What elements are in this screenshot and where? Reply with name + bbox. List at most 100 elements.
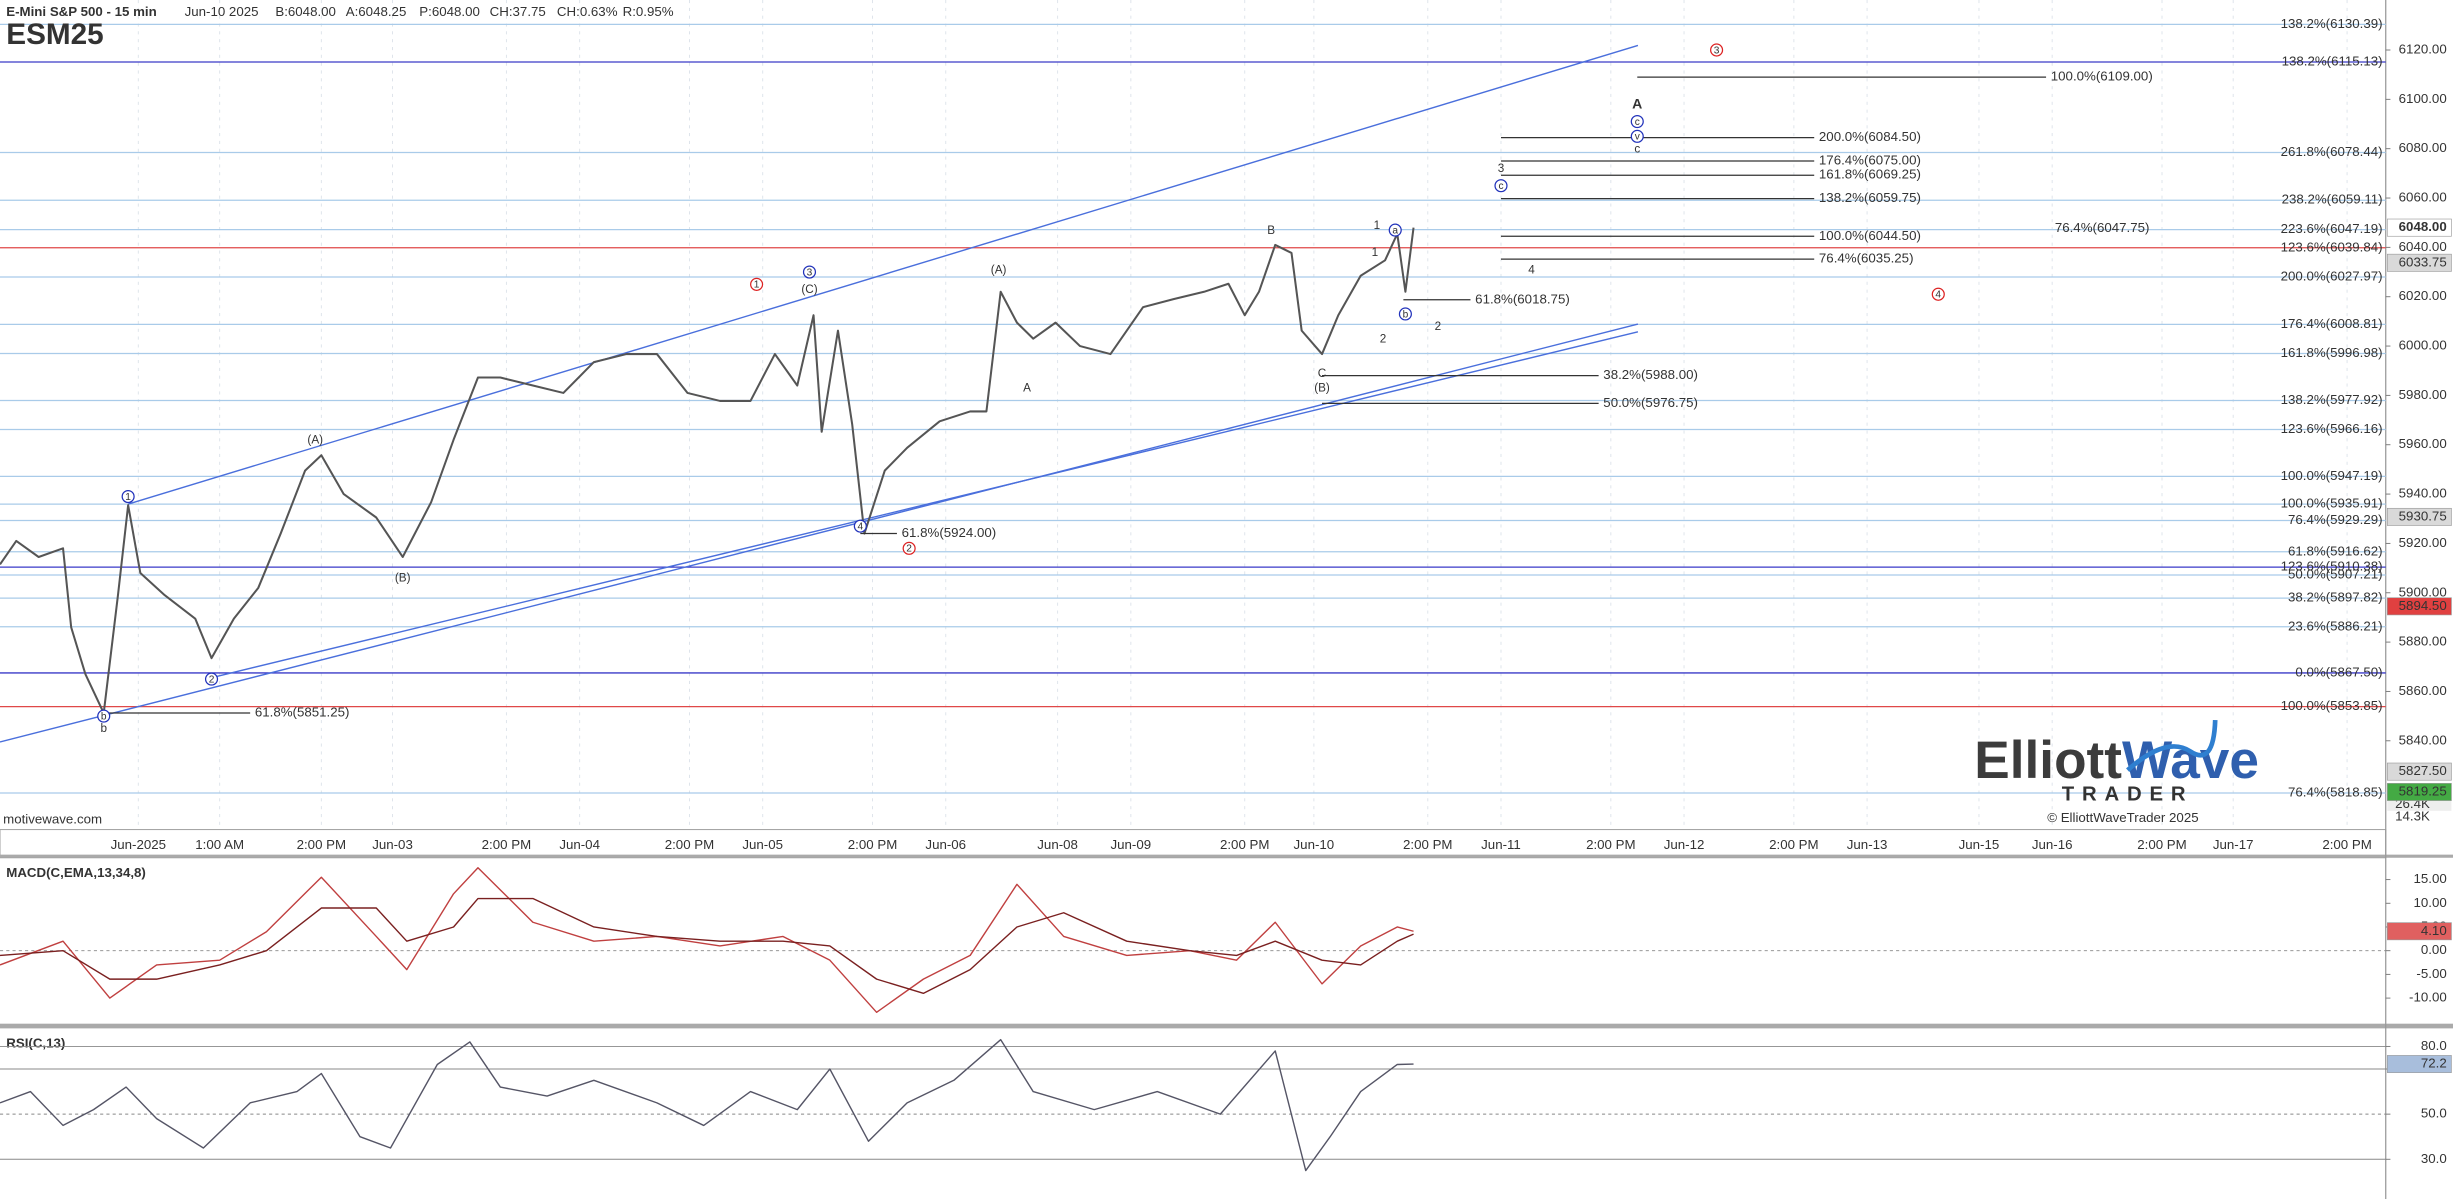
logo-part: Elliott [1974,731,2122,790]
wave-label: 4 [1528,263,1535,276]
wave-circle [204,672,219,686]
x-tick-label: Jun-06 [925,837,966,852]
level-label: 123.6%(5910.38) [2281,559,2383,574]
price-tag [2386,218,2452,237]
quote-item: A:6048.25 [346,4,407,19]
price-tag-label: 5827.50 [2399,763,2447,778]
x-tick-label: Jun-10 [1294,837,1335,852]
wave-circle [902,541,916,555]
x-tick-label: Jun-05 [742,837,783,852]
quote-item: CH:37.75 [490,4,546,19]
level-label: 38.2%(5897.82) [2288,590,2383,605]
y-tick-label: 80.0 [2421,1038,2447,1053]
wave-circle [1710,43,1724,57]
price-tag [2386,507,2452,526]
panel-title: MACD(C,EMA,13,34,8) [6,865,146,880]
x-tick-label: Jun-2025 [111,837,166,852]
price-tag [2386,253,2452,272]
wave-label: 1 [1372,246,1379,259]
x-tick-label: 2:00 PM [1586,837,1636,852]
level-label: 238.2%(6059.11) [2282,192,2383,207]
wave-circle [1931,287,1945,301]
x-tick-label: Jun-08 [1037,837,1078,852]
wave-circle [1398,307,1412,321]
price-tag-label: 5894.50 [2399,598,2447,613]
wave-label: c [1498,181,1503,192]
x-tick-label: Jun-16 [2032,837,2073,852]
level-label: 76.4%(5818.85) [2288,784,2383,799]
level-label: 123.6%(5966.16) [2281,421,2383,436]
fib-label: 61.8%(6018.75) [1475,291,1570,306]
price-tag-label: 5819.25 [2399,783,2447,798]
wave-label: (B) [1314,382,1330,395]
y-tick-label: 6080.00 [2399,140,2447,155]
y-tick-label: 5960.00 [2399,436,2447,451]
x-tick-label: 2:00 PM [665,837,715,852]
y-tick-label: 6020.00 [2399,288,2447,303]
wave-label: 4 [857,521,863,532]
watermark: motivewave.com [3,812,102,827]
x-tick-label: 2:00 PM [1403,837,1453,852]
y-tick-label: 6100.00 [2399,91,2447,106]
level-label: 138.2%(6130.39) [2281,16,2383,31]
wave-circle [1388,223,1402,237]
wave-label: b [100,722,107,735]
level-label: 23.6%(5886.21) [2288,618,2383,633]
x-tick-label: Jun-15 [1959,837,2000,852]
x-tick-label: Jun-12 [1664,837,1705,852]
level-label: 200.0%(6027.97) [2281,269,2383,284]
price-tag-label: 6033.75 [2399,254,2447,269]
fib-label: 100.0%(6109.00) [2051,69,2153,84]
quote-item: CH:0.63% [557,4,618,19]
wave-label: c [1634,142,1640,155]
wave-label: (A) [307,434,323,447]
wave-circle [97,709,111,723]
level-label: 100.0%(5935.91) [2281,496,2383,511]
wave-label: A [1632,96,1642,112]
wave-label: A [1023,382,1031,395]
panel-separator [0,1023,2453,1029]
level-label: 61.8%(5916.62) [2288,543,2383,558]
series-line [0,227,1415,715]
level-label: 76.4%(5929.29) [2288,512,2383,527]
wave-label: B [1267,224,1275,237]
logo-copyright: © ElliottWaveTrader 2025 [2047,810,2198,825]
x-tick-label: Jun-03 [372,837,413,852]
wave-label: 2 [1435,320,1442,333]
wave-label: (B) [395,572,411,585]
wave-circle [853,519,867,533]
y-tick-label: 10.00 [2413,895,2446,910]
wave-circle [1630,129,1644,143]
x-tick-label: 2:00 PM [482,837,532,852]
level-label: 261.8%(6078.44) [2281,144,2383,159]
level-label: 100.0%(5947.19) [2281,468,2383,483]
y-tick-label: 6040.00 [2399,239,2447,254]
y-tick-label: 5860.00 [2399,683,2447,698]
wave-label: c [1635,117,1640,128]
price-tag [2386,1055,2452,1073]
y-tick-label: 15.00 [2413,871,2446,886]
wave-circle [1494,179,1508,193]
y-tick-label: 5840.00 [2399,732,2447,747]
series-line [0,1038,1414,1172]
price-tag-label: 4.10 [2421,923,2447,938]
wave-label: 2 [1380,332,1387,345]
instrument: E-Mini S&P 500 - 15 min [6,4,156,19]
fib-label: 76.4%(6035.25) [1819,251,1914,266]
x-tick-label: 2:00 PM [1220,837,1270,852]
fib-label: 100.0%(6044.50) [1819,228,1921,243]
quote-item: Jun-10 2025 [185,4,259,19]
wave-label: (A) [991,263,1007,276]
level-label: 100.0%(5853.85) [2281,698,2383,713]
logo-swoosh [2126,719,2218,772]
wave-circle [750,277,764,291]
level-label: 138.2%(6115.13) [2282,54,2383,69]
wave-label: 1 [1374,219,1381,232]
quote-item: B:6048.00 [275,4,336,19]
x-tick-label: Jun-17 [2213,837,2254,852]
y-tick-label: 5900.00 [2399,584,2447,599]
level-label: 223.6%(6047.19) [2281,221,2383,236]
fib-label: 50.0%(5976.75) [1603,395,1698,410]
